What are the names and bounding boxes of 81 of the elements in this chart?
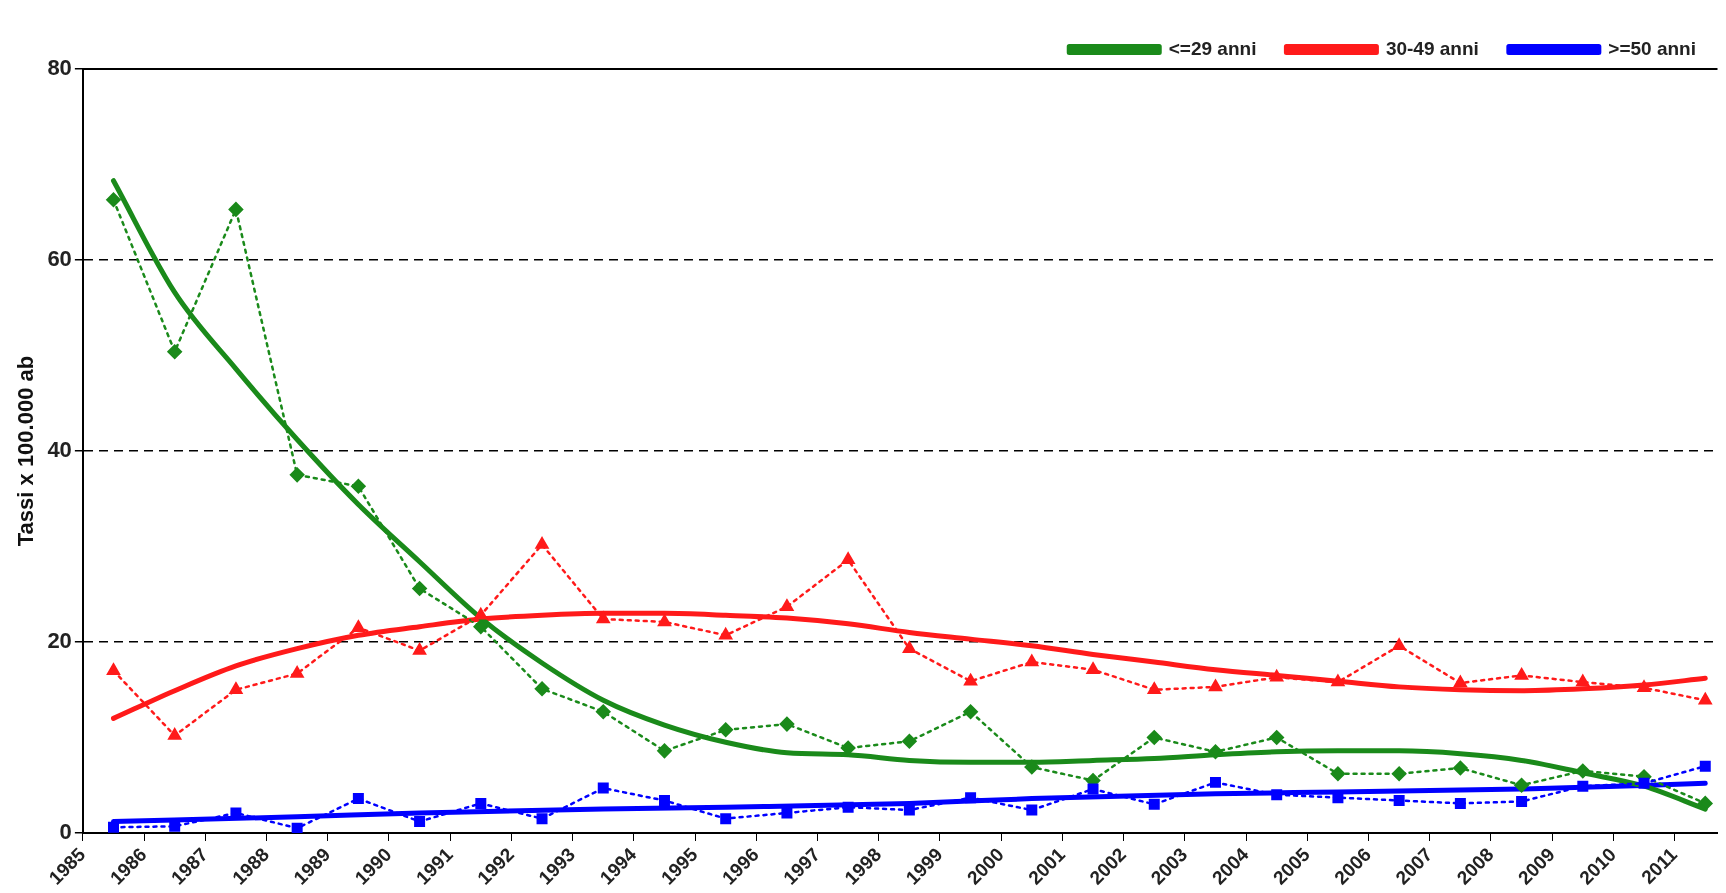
point	[352, 793, 364, 805]
point	[1087, 783, 1099, 795]
point	[534, 681, 550, 697]
y-axis-title: Tassi x 100.000 ab	[13, 355, 39, 547]
point	[1698, 796, 1713, 811]
point	[1698, 693, 1712, 705]
point	[597, 782, 609, 794]
y-tick-label: 0	[59, 819, 72, 845]
point	[1453, 675, 1467, 688]
point	[1453, 760, 1468, 776]
point	[1515, 668, 1529, 680]
point	[1392, 638, 1406, 651]
point	[290, 666, 304, 678]
point	[414, 816, 426, 828]
point	[902, 734, 917, 749]
point	[1025, 654, 1039, 667]
point	[168, 728, 182, 740]
point	[1271, 789, 1283, 801]
point	[965, 792, 977, 804]
y-tick-label: 20	[47, 628, 72, 654]
point	[1148, 798, 1160, 810]
point	[1147, 730, 1162, 745]
point	[535, 537, 549, 549]
point	[719, 628, 733, 640]
point	[1516, 795, 1528, 807]
y-tick-label: 40	[47, 437, 72, 463]
point	[412, 581, 427, 596]
y-tick-label: 80	[47, 55, 72, 81]
point	[720, 813, 732, 825]
point	[1270, 670, 1284, 682]
point	[963, 704, 978, 719]
point	[1026, 804, 1038, 816]
point	[289, 467, 305, 483]
point	[780, 599, 794, 611]
point	[475, 797, 487, 809]
point	[1269, 730, 1284, 745]
point	[1393, 795, 1405, 807]
point	[1638, 777, 1650, 789]
point	[842, 801, 854, 813]
point	[351, 479, 366, 494]
point	[596, 704, 611, 719]
y-tick-label: 60	[47, 246, 72, 272]
legend-label: >=50 anni	[1608, 37, 1697, 59]
point	[107, 663, 120, 675]
point	[107, 821, 119, 833]
point	[474, 608, 488, 620]
point	[779, 716, 795, 732]
point	[229, 682, 243, 694]
point	[1147, 682, 1161, 694]
point	[536, 813, 548, 825]
point	[1454, 797, 1466, 809]
point	[658, 795, 670, 807]
point	[1699, 760, 1711, 772]
point	[903, 804, 915, 816]
point	[413, 643, 427, 655]
legend-label: 30-49 anni	[1385, 37, 1479, 59]
point	[1208, 744, 1223, 760]
point	[291, 822, 303, 833]
point	[473, 619, 489, 634]
point	[781, 807, 793, 819]
point	[718, 722, 733, 738]
point	[657, 743, 672, 759]
point	[658, 614, 671, 627]
point	[351, 620, 365, 632]
point	[902, 641, 916, 653]
point	[1637, 680, 1651, 693]
point	[1331, 674, 1345, 687]
point	[1577, 780, 1589, 792]
point	[841, 552, 855, 565]
point	[1086, 662, 1100, 674]
point	[1391, 766, 1407, 782]
point	[1209, 776, 1221, 788]
point	[1514, 777, 1529, 793]
point	[1330, 766, 1346, 782]
point	[1209, 679, 1222, 692]
point	[1575, 763, 1591, 779]
point	[1576, 674, 1590, 687]
point	[596, 611, 610, 624]
point	[1024, 759, 1040, 775]
point	[964, 673, 978, 686]
legend-label: <=29 anni	[1168, 37, 1257, 59]
